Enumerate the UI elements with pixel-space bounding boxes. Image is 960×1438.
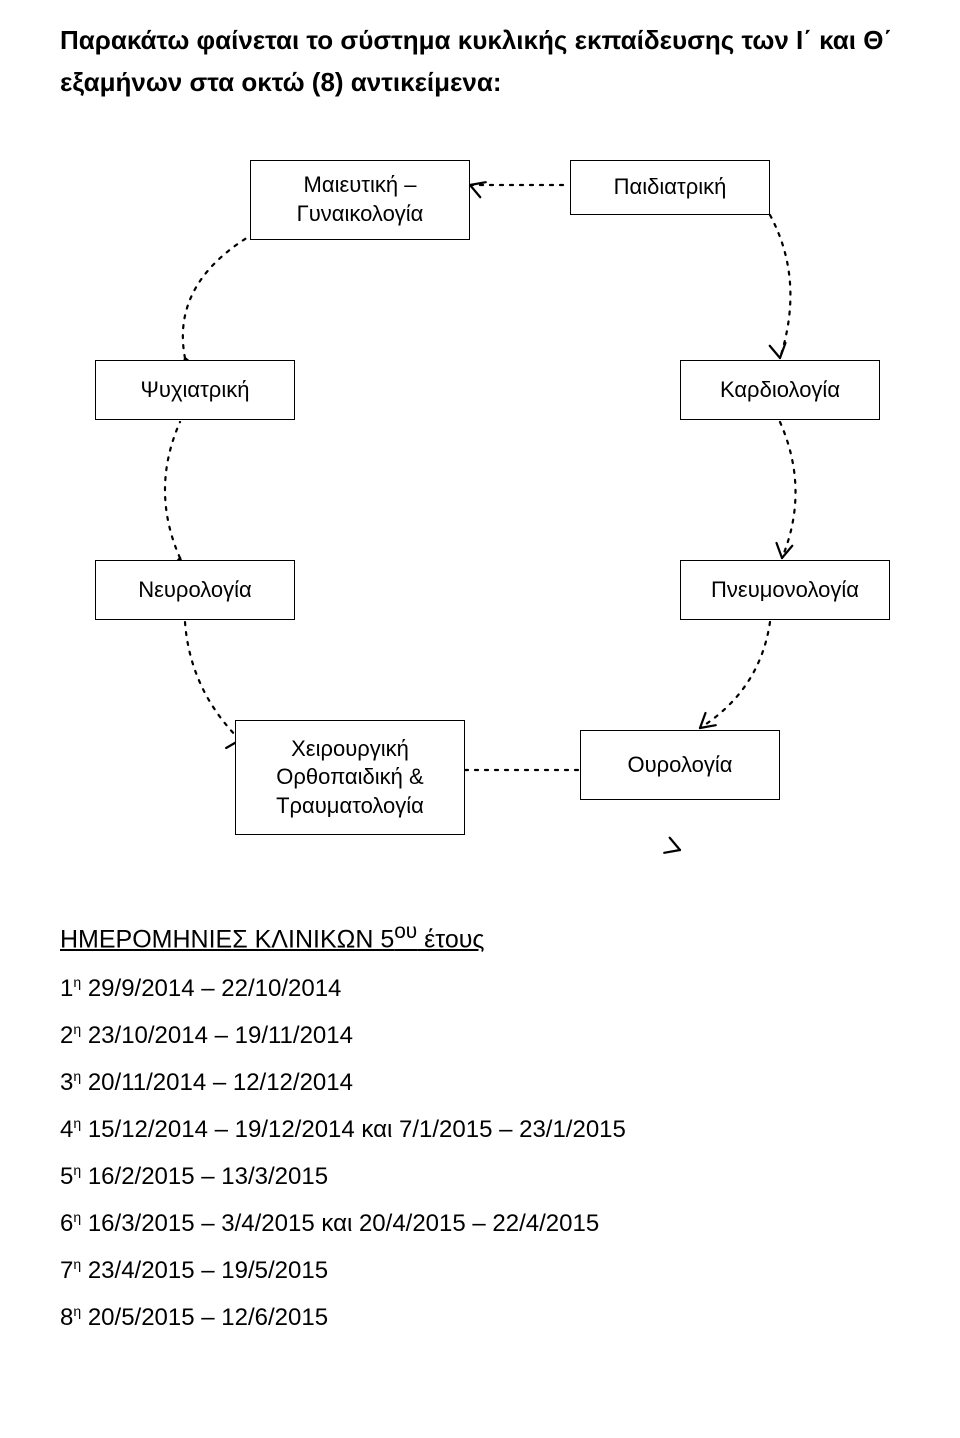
title-line1: Παρακάτω φαίνεται το σύστημα κυκλικής εκ…	[60, 25, 892, 55]
node-n_psych: Ψυχιατρική	[95, 360, 295, 420]
dates-heading: ΗΜΕΡΟΜΗΝΙΕΣ ΚΛΙΝΙΚΩΝ 5ου έτους	[60, 920, 900, 954]
date-line: 1η 29/9/2014 – 22/10/2014	[60, 974, 900, 1003]
node-n_obgyn: Μαιευτική –Γυναικολογία	[250, 160, 470, 240]
dates-list: 1η 29/9/2014 – 22/10/2014 2η 23/10/2014 –…	[60, 974, 900, 1332]
page-title: Παρακάτω φαίνεται το σύστημα κυκλικής εκ…	[60, 20, 920, 103]
date-line: 7η 23/4/2015 – 19/5/2015	[60, 1256, 900, 1285]
date-line: 4η 15/12/2014 – 19/12/2014 και 7/1/2015 …	[60, 1115, 900, 1144]
node-n_card: Καρδιολογία	[680, 360, 880, 420]
diagram-connections	[0, 130, 960, 890]
node-n_ped: Παιδιατρική	[570, 160, 770, 215]
dates-heading-sup: ου	[394, 920, 417, 943]
cycle-diagram: Μαιευτική –Γυναικολογία Παιδιατρική Ψυχιατ…	[0, 130, 960, 890]
date-line: 5η 16/2/2015 – 13/3/2015	[60, 1162, 900, 1191]
dates-section: ΗΜΕΡΟΜΗΝΙΕΣ ΚΛΙΝΙΚΩΝ 5ου έτους 1η 29/9/2…	[60, 920, 900, 1350]
node-n_pulm: Πνευμονολογία	[680, 560, 890, 620]
node-n_neuro: Νευρολογία	[95, 560, 295, 620]
date-line: 3η 20/11/2014 – 12/12/2014	[60, 1068, 900, 1097]
dates-heading-prefix: ΗΜΕΡΟΜΗΝΙΕΣ ΚΛΙΝΙΚΩΝ 5	[60, 925, 394, 953]
node-n_uro: Ουρολογία	[580, 730, 780, 800]
title-line2: εξαμήνων στα οκτώ (8) αντικείμενα:	[60, 67, 501, 97]
date-line: 6η 16/3/2015 – 3/4/2015 και 20/4/2015 – …	[60, 1209, 900, 1238]
date-line: 8η 20/5/2015 – 12/6/2015	[60, 1303, 900, 1332]
node-n_surg: ΧειρουργικήΟρθοπαιδική &Τραυματολογία	[235, 720, 465, 835]
dates-heading-suffix: έτους	[417, 925, 484, 953]
date-line: 2η 23/10/2014 – 19/11/2014	[60, 1021, 900, 1050]
